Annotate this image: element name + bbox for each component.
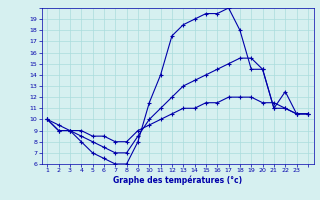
X-axis label: Graphe des températures (°c): Graphe des températures (°c) <box>113 176 242 185</box>
